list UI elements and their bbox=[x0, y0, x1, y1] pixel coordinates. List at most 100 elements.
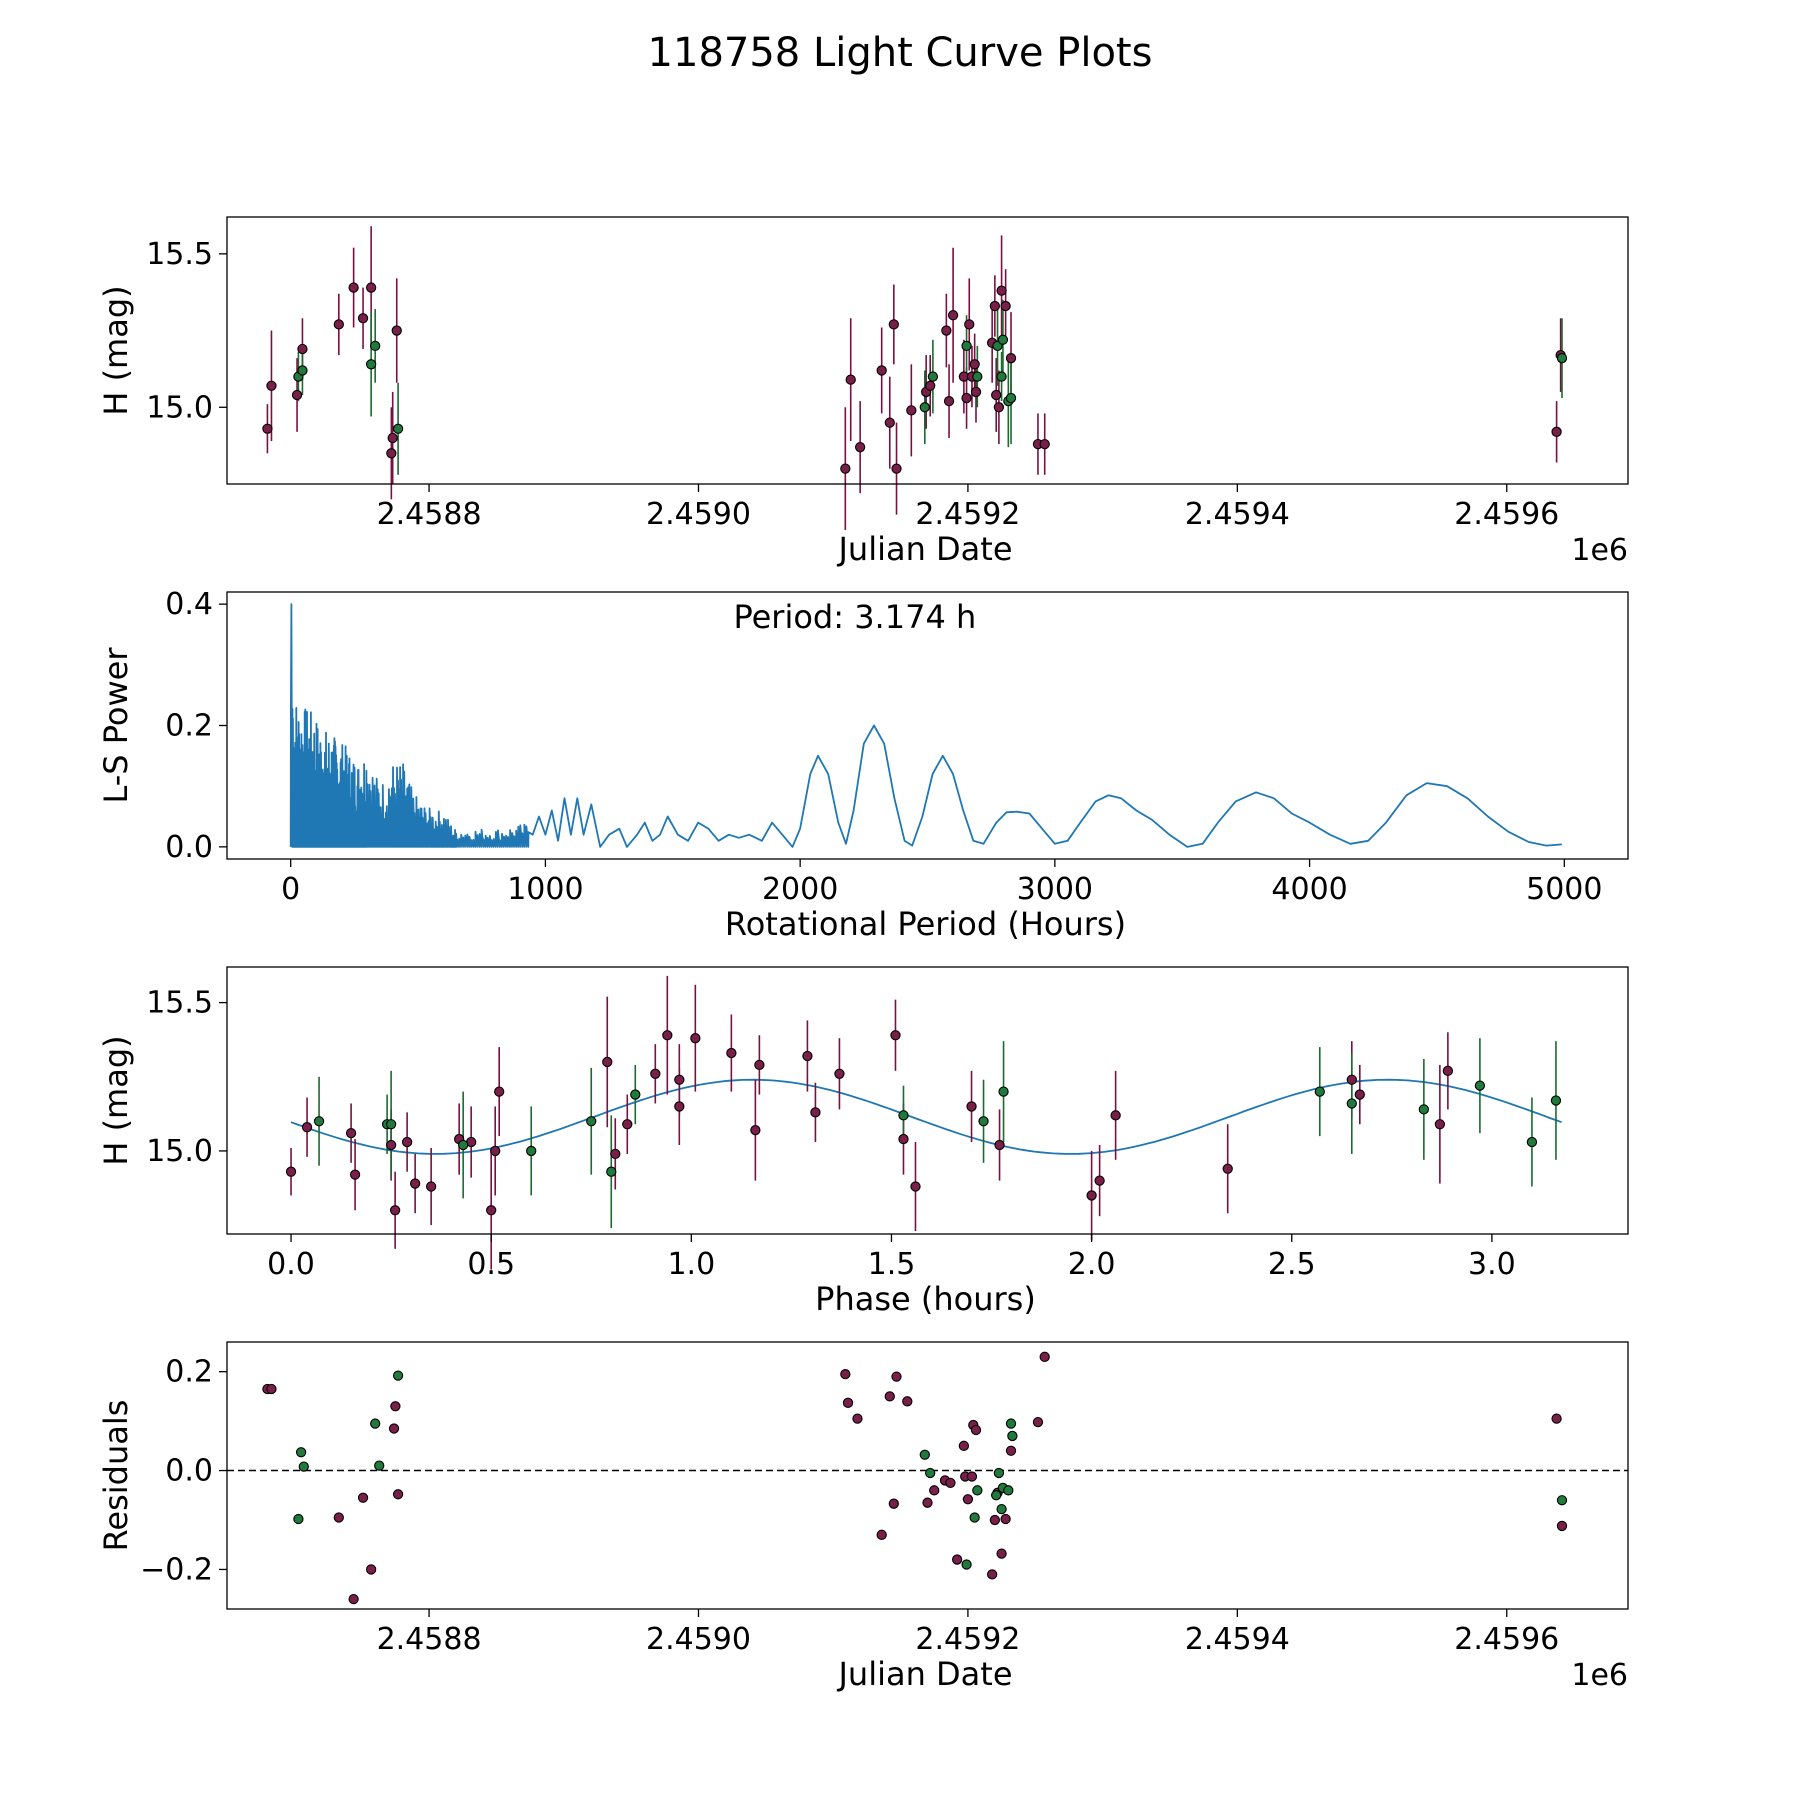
maroon-data-point bbox=[365, 1564, 377, 1575]
maroon-data-point bbox=[884, 417, 895, 428]
maroon-data-point bbox=[958, 1440, 970, 1451]
x-tick-label: 2.4596 bbox=[1454, 497, 1559, 532]
x-tick-label: 2.4590 bbox=[646, 497, 751, 532]
maroon-data-point bbox=[409, 1178, 421, 1189]
maroon-data-point bbox=[333, 319, 344, 330]
maroon-data-point bbox=[842, 1397, 854, 1408]
x-tick-label: 2.4592 bbox=[915, 497, 1020, 532]
x-tick-label: 3.0 bbox=[1468, 1247, 1516, 1282]
green-data-point bbox=[392, 423, 404, 434]
x-tick-label: 2.4596 bbox=[1454, 1622, 1559, 1657]
green-data-point bbox=[998, 1086, 1009, 1097]
x-offset-label: 1e6 bbox=[1571, 533, 1628, 568]
maroon-data-point bbox=[690, 1033, 701, 1044]
x-tick-label: 2.0 bbox=[1068, 1247, 1116, 1282]
maroon-data-point bbox=[357, 1492, 369, 1503]
maroon-data-point bbox=[891, 463, 902, 474]
maroon-data-point bbox=[996, 1548, 1007, 1559]
y-tick-label: 0.0 bbox=[165, 830, 213, 865]
maroon-data-point bbox=[266, 380, 277, 391]
maroon-data-point bbox=[964, 319, 975, 330]
maroon-data-point bbox=[991, 389, 1002, 401]
green-data-point bbox=[996, 1503, 1007, 1515]
maroon-data-point bbox=[845, 374, 856, 385]
green-data-point bbox=[927, 371, 939, 382]
x-tick-label: 1.0 bbox=[667, 1247, 715, 1282]
green-data-point bbox=[1550, 1095, 1562, 1106]
maroon-data-point bbox=[349, 1169, 361, 1180]
x-tick-label: 2.4588 bbox=[377, 1622, 482, 1657]
maroon-data-point bbox=[1222, 1163, 1233, 1174]
maroon-data-point bbox=[392, 1489, 404, 1500]
x-tick-label: 2.4594 bbox=[1185, 497, 1290, 532]
x-axis-label: Phase (hours) bbox=[815, 1280, 1036, 1318]
maroon-data-point bbox=[989, 300, 1001, 312]
green-data-point bbox=[991, 1490, 1002, 1501]
y-tick-label: 15.0 bbox=[146, 390, 213, 425]
y-axis-label: Residuals bbox=[97, 1400, 135, 1552]
maroon-data-point bbox=[840, 1368, 851, 1380]
maroon-data-point bbox=[1005, 1445, 1017, 1456]
maroon-data-point bbox=[951, 1554, 963, 1565]
maroon-data-point bbox=[840, 463, 851, 474]
y-tick-label: 0.2 bbox=[165, 709, 213, 744]
maroon-data-point bbox=[802, 1050, 813, 1062]
maroon-data-point bbox=[387, 432, 398, 444]
x-tick-label: 1000 bbox=[507, 872, 583, 907]
green-data-point bbox=[630, 1089, 641, 1100]
maroon-data-point bbox=[941, 325, 952, 336]
maroon-data-point bbox=[854, 442, 866, 453]
maroon-data-point bbox=[494, 1086, 505, 1097]
green-data-point bbox=[1314, 1086, 1325, 1097]
maroon-data-point bbox=[622, 1119, 633, 1130]
green-data-point bbox=[458, 1139, 469, 1151]
green-data-point bbox=[295, 1447, 307, 1458]
y-axis-label: H (mag) bbox=[97, 1035, 135, 1165]
maroon-data-point bbox=[970, 386, 982, 398]
maroon-data-point bbox=[888, 319, 899, 330]
maroon-data-point bbox=[969, 359, 980, 370]
x-offset-label: 1e6 bbox=[1571, 1658, 1628, 1693]
green-data-point bbox=[1005, 392, 1017, 404]
maroon-data-point bbox=[876, 365, 887, 376]
maroon-data-point bbox=[1000, 300, 1011, 312]
maroon-data-point bbox=[391, 325, 402, 336]
green-data-point bbox=[1526, 1136, 1538, 1148]
maroon-data-point bbox=[1000, 1513, 1011, 1525]
green-data-point bbox=[1005, 1418, 1017, 1429]
maroon-data-point bbox=[401, 1136, 413, 1148]
green-data-point bbox=[925, 1467, 936, 1479]
maroon-data-point bbox=[987, 1569, 998, 1580]
maroon-data-point bbox=[385, 1139, 397, 1151]
maroon-data-point bbox=[348, 1593, 359, 1605]
green-data-point bbox=[961, 1559, 972, 1570]
green-data-point bbox=[972, 1485, 983, 1496]
figure-title: 118758 Light Curve Plots bbox=[648, 30, 1153, 76]
periodogram-panel: Period: 3.174 h 0 1000 2000 3000 4000 5000 0.0 0… bbox=[97, 587, 1629, 943]
maroon-data-point bbox=[890, 1030, 901, 1041]
green-data-point bbox=[392, 1370, 404, 1381]
maroon-data-point bbox=[301, 1122, 313, 1133]
light-curve-panel: 2.4588 2.4590 2.4592 2.4594 2.4596 15.0 15.5 Ju… bbox=[97, 216, 1629, 568]
green-data-point bbox=[606, 1166, 617, 1177]
maroon-data-point bbox=[966, 1101, 977, 1112]
axes-frame bbox=[226, 1341, 1629, 1610]
maroon-data-point bbox=[610, 1148, 621, 1160]
maroon-data-point bbox=[1442, 1065, 1454, 1076]
green-data-point bbox=[1007, 1430, 1018, 1442]
maroon-data-point bbox=[602, 1056, 613, 1068]
periodogram-line bbox=[289, 603, 1562, 848]
maroon-data-point bbox=[674, 1074, 685, 1085]
green-data-point bbox=[961, 340, 972, 352]
maroon-data-point bbox=[266, 1383, 277, 1395]
maroon-data-point bbox=[1346, 1074, 1357, 1085]
maroon-data-point bbox=[888, 1498, 899, 1509]
maroon-data-point bbox=[1094, 1175, 1105, 1186]
x-tick-label: 0.5 bbox=[467, 1247, 515, 1282]
maroon-data-point bbox=[348, 282, 359, 293]
x-axis-label: Julian Date bbox=[836, 530, 1012, 568]
maroon-data-point bbox=[333, 1512, 344, 1523]
maroon-data-point bbox=[1354, 1089, 1365, 1100]
green-data-point bbox=[370, 1418, 381, 1429]
